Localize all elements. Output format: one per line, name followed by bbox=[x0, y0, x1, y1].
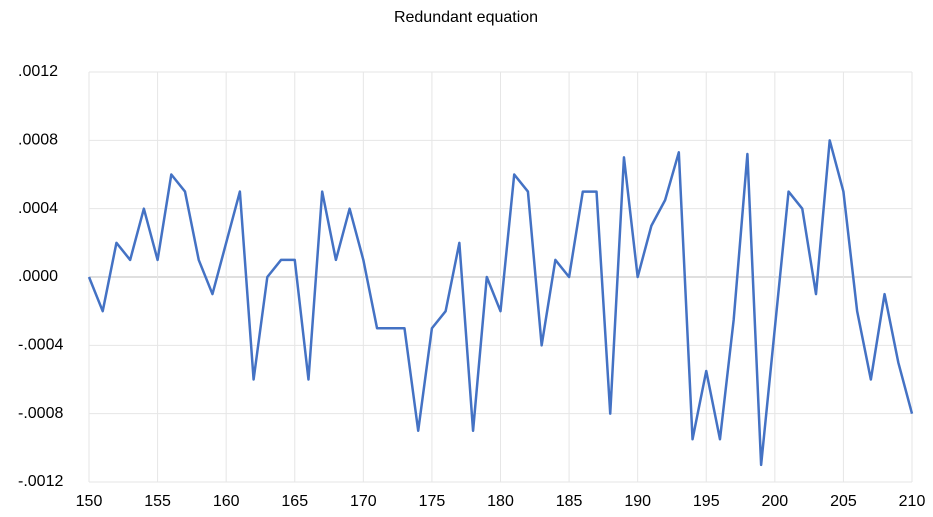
y-tick-label: .0000 bbox=[18, 268, 58, 285]
x-tick-label: 200 bbox=[761, 493, 788, 510]
y-tick-label: .0008 bbox=[18, 132, 58, 149]
x-tick-label: 195 bbox=[693, 493, 720, 510]
y-tick-label: .0012 bbox=[18, 63, 58, 80]
x-tick-label: 210 bbox=[899, 493, 926, 510]
chart-title: Redundant equation bbox=[394, 9, 538, 26]
x-tick-label: 205 bbox=[830, 493, 857, 510]
x-tick-label: 150 bbox=[76, 493, 103, 510]
x-tick-label: 185 bbox=[556, 493, 583, 510]
x-tick-label: 180 bbox=[487, 493, 514, 510]
y-tick-label: .0004 bbox=[18, 200, 58, 217]
x-tick-label: 190 bbox=[624, 493, 651, 510]
x-tick-label: 155 bbox=[144, 493, 171, 510]
x-tick-label: 175 bbox=[419, 493, 446, 510]
y-tick-label: -.0004 bbox=[18, 337, 63, 354]
y-tick-label: -.0012 bbox=[18, 473, 63, 490]
x-tick-label: 170 bbox=[350, 493, 377, 510]
data-line bbox=[87, 139, 914, 467]
y-tick-label: -.0008 bbox=[18, 405, 63, 422]
x-tick-label: 160 bbox=[213, 493, 240, 510]
x-tick-label: 165 bbox=[281, 493, 308, 510]
